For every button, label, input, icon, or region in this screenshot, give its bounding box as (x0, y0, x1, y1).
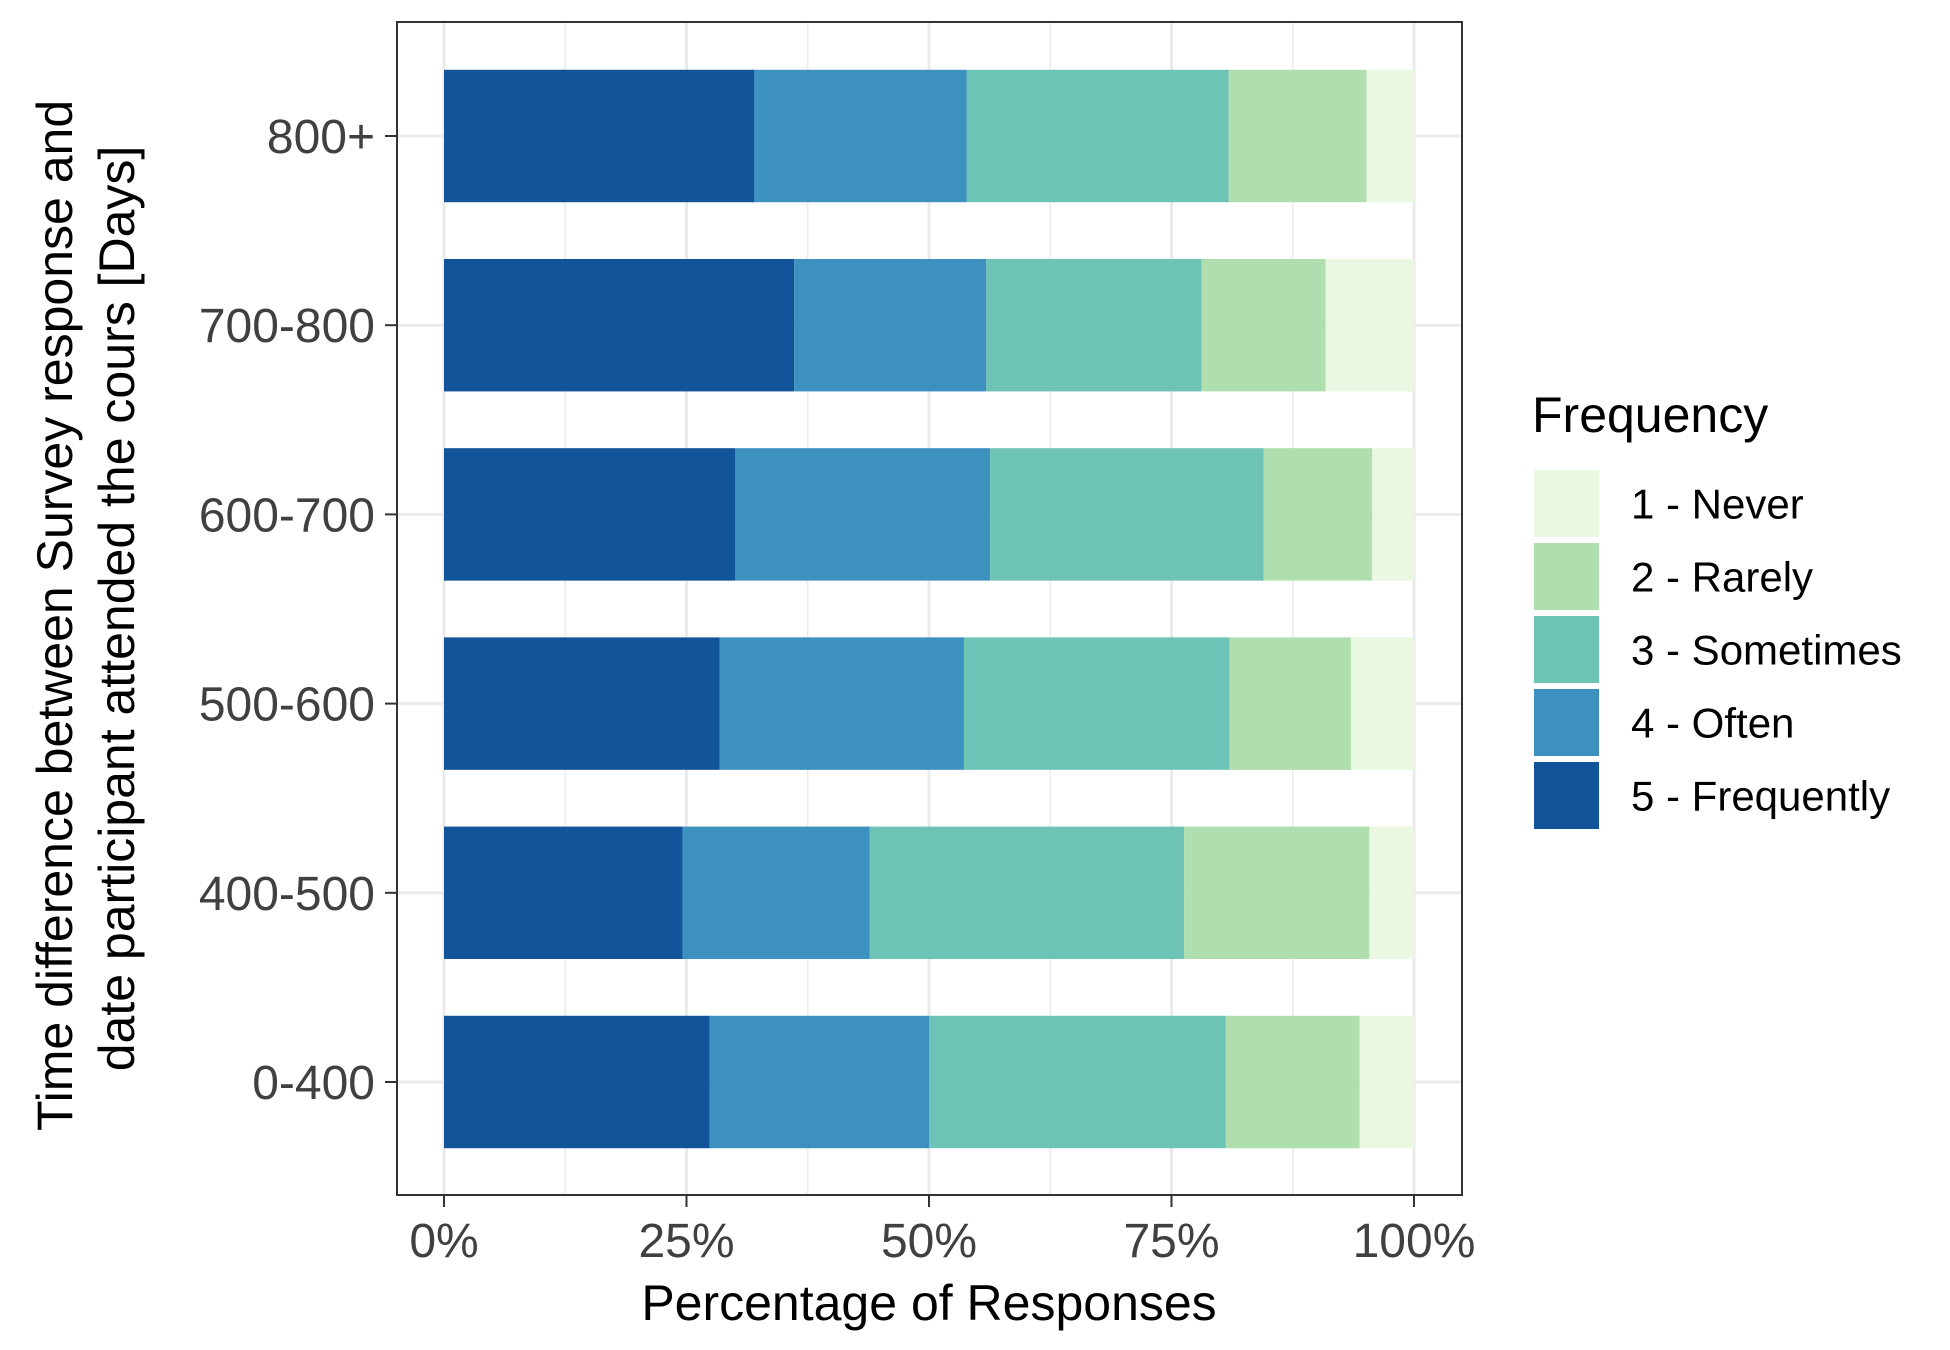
legend-label: 4 - Often (1631, 700, 1794, 747)
bar-segment (682, 826, 870, 960)
legend-label: 5 - Frequently (1631, 773, 1890, 820)
bar-segment (754, 69, 967, 203)
bar-segment (986, 258, 1202, 392)
x-tick-label: 50% (881, 1215, 977, 1268)
bar-segment (1228, 69, 1367, 203)
legend-key (1534, 616, 1599, 683)
legend-key (1534, 470, 1599, 537)
bar-segment (794, 258, 987, 392)
x-axis: 0% 25% 50% 75% 100% (409, 1195, 1475, 1268)
legend-key (1534, 689, 1599, 756)
y-tick-label: 600-700 (199, 489, 375, 542)
legend-label: 2 - Rarely (1631, 554, 1813, 601)
bar-segment (963, 637, 1230, 770)
bar-segment (1350, 637, 1414, 770)
y-axis: 0-400 400-500 500-600 600-700 700-800 800+ (199, 111, 397, 1110)
legend-title: Frequency (1532, 387, 1768, 443)
bar-segment (1263, 448, 1373, 581)
bar-segment (1366, 69, 1414, 203)
bar-segment (444, 1015, 710, 1149)
bar-segment (869, 826, 1185, 960)
y-axis-title-line-2: date participant attended the cours [Day… (89, 146, 145, 1072)
bars (444, 69, 1414, 1149)
bar-segment (1184, 826, 1370, 960)
bar-segment (444, 637, 720, 770)
y-axis-title-line-1: Time difference between Survey response … (27, 100, 83, 1131)
bar-segment (444, 69, 755, 203)
x-axis-title: Percentage of Responses (641, 1275, 1216, 1331)
bar-segment (1201, 258, 1326, 392)
bar-segment (1229, 637, 1351, 770)
legend-label: 1 - Never (1631, 481, 1804, 528)
bar-segment (966, 69, 1229, 203)
y-tick-label: 700-800 (199, 300, 375, 353)
bar-segment (444, 826, 683, 960)
bar-segment (1369, 826, 1414, 960)
bar-segment (1359, 1015, 1414, 1149)
x-tick-label: 100% (1353, 1215, 1476, 1268)
bar-segment (929, 1015, 1226, 1149)
bar-segment (990, 448, 1264, 581)
legend: Frequency 1 - Never 2 - Rarely 3 - Sometim… (1532, 387, 1902, 829)
x-tick-label: 75% (1123, 1215, 1219, 1268)
x-tick-label: 0% (409, 1215, 478, 1268)
bar-segment (1325, 258, 1414, 392)
legend-key (1534, 762, 1599, 829)
bar-segment (709, 1015, 929, 1149)
bar-segment (735, 448, 991, 581)
y-tick-label: 800+ (267, 111, 375, 164)
y-axis-title: Time difference between Survey response … (27, 86, 145, 1131)
bar-segment (444, 258, 795, 392)
y-tick-label: 0-400 (252, 1057, 375, 1110)
bar-segment (1225, 1015, 1360, 1149)
legend-label: 3 - Sometimes (1631, 627, 1902, 674)
bar-segment (444, 448, 735, 581)
x-tick-label: 25% (638, 1215, 734, 1268)
bar-segment (719, 637, 964, 770)
legend-key (1534, 543, 1599, 610)
y-tick-label: 400-500 (199, 868, 375, 921)
bar-segment (1372, 448, 1414, 581)
y-tick-label: 500-600 (199, 679, 375, 732)
